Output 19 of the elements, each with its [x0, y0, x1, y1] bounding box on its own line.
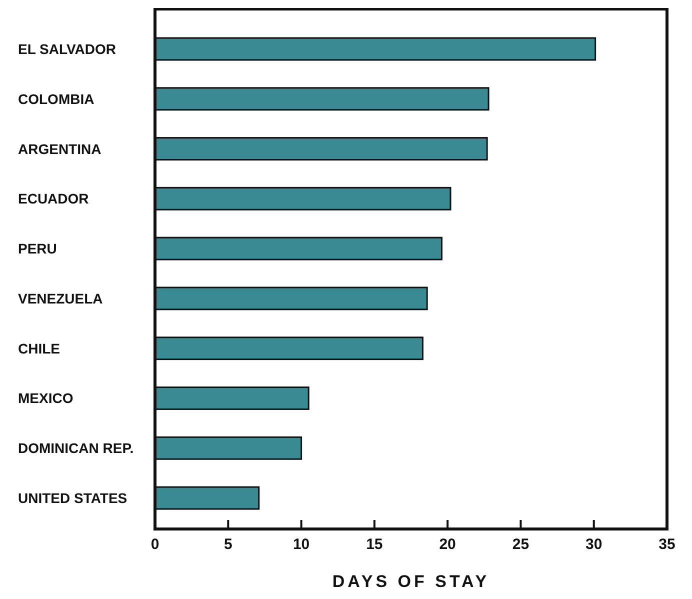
x-tick-label: 35 [658, 536, 676, 553]
x-tick-label: 20 [439, 536, 456, 553]
x-tick-label: 15 [366, 536, 383, 553]
x-axis-title: DAYS OF STAY [332, 572, 490, 591]
y-tick-label: VENEZUELA [18, 290, 103, 306]
y-tick-label: COLOMBIA [18, 90, 94, 107]
x-tick-label: 25 [512, 536, 530, 553]
y-tick-label: MEXICO [18, 390, 74, 406]
x-tick-label: 30 [586, 536, 602, 553]
x-tick-label: 5 [224, 536, 232, 553]
y-tick-label: EL SALVADOR [18, 40, 116, 57]
y-tick-label: ARGENTINA [18, 140, 102, 157]
y-tick-label: ECUADOR [18, 190, 89, 207]
x-tick-label: 10 [292, 536, 310, 553]
y-tick-label: UNITED STATES [18, 490, 128, 506]
y-tick-label: DOMINICAN REP. [18, 440, 134, 456]
y-tick-label: CHILE [18, 340, 60, 356]
x-tick-label: 0 [150, 536, 160, 553]
y-tick-label: PERU [18, 240, 57, 257]
